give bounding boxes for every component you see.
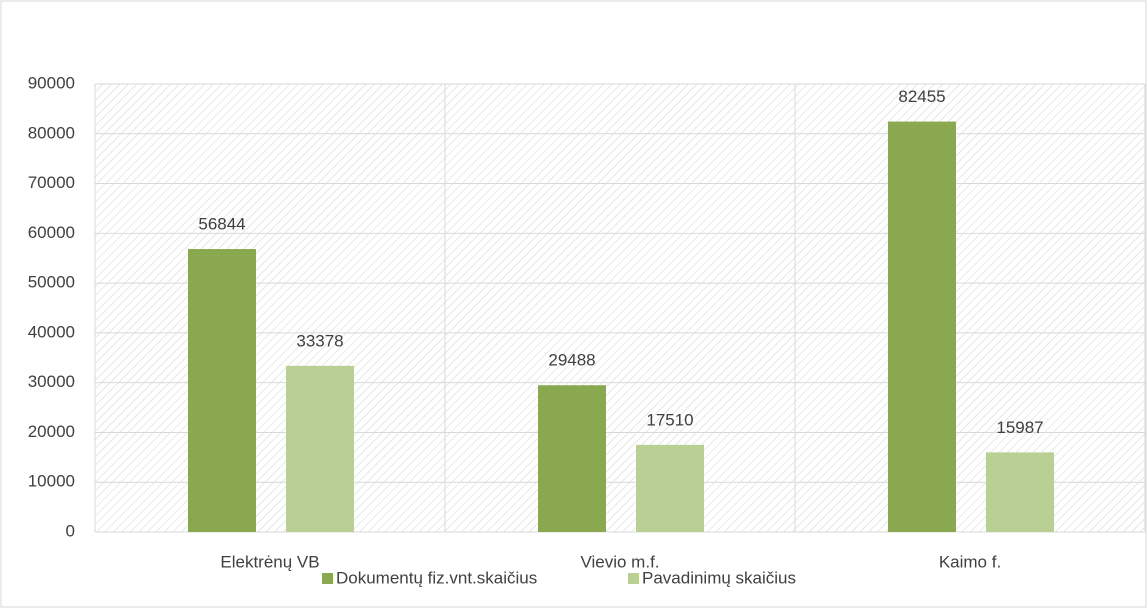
bar — [636, 444, 704, 532]
legend-label: Pavadinimų skaičius — [642, 568, 796, 587]
y-tick-label: 20000 — [28, 422, 75, 441]
bar — [986, 452, 1054, 532]
data-label: 33378 — [296, 331, 343, 350]
y-tick-label: 50000 — [28, 273, 75, 292]
data-label: 15987 — [996, 418, 1043, 437]
y-tick-label: 90000 — [28, 73, 75, 92]
x-tick-label: Vievio m.f. — [580, 552, 659, 571]
bar — [888, 121, 956, 532]
legend-swatch — [628, 573, 639, 584]
legend-swatch — [322, 573, 333, 584]
x-tick-label: Elektrėnų VB — [220, 552, 319, 571]
y-tick-label: 30000 — [28, 372, 75, 391]
bar — [286, 365, 354, 532]
y-tick-label: 10000 — [28, 472, 75, 491]
data-label: 82455 — [898, 87, 945, 106]
y-tick-label: 80000 — [28, 123, 75, 142]
y-tick-label: 60000 — [28, 223, 75, 242]
bar — [188, 249, 256, 532]
plot-area — [95, 84, 1145, 532]
bar — [538, 385, 606, 532]
data-label: 17510 — [646, 410, 693, 429]
data-label: 29488 — [548, 351, 595, 370]
y-tick-label: 70000 — [28, 173, 75, 192]
y-tick-label: 40000 — [28, 322, 75, 341]
legend-label: Dokumentų fiz.vnt.skaičius — [336, 568, 537, 587]
y-tick-label: 0 — [66, 521, 75, 540]
x-tick-label: Kaimo f. — [939, 552, 1001, 571]
data-label: 56844 — [198, 215, 245, 234]
